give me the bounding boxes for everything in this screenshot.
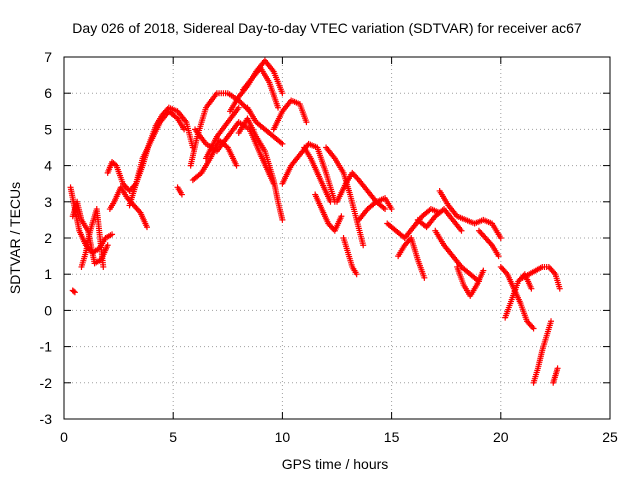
y-tick-label: 4 [44, 158, 52, 174]
data-point [548, 318, 555, 325]
data-point [382, 206, 389, 213]
data-series-arc-4 [69, 287, 78, 296]
data-series-arc-7 [126, 104, 196, 209]
data-series-arc-3 [78, 206, 107, 270]
data-series-arc-34 [519, 263, 563, 292]
data-point [388, 206, 395, 213]
x-axis-label: GPS time / hours [282, 456, 389, 472]
data-series-arc-30 [454, 263, 487, 299]
x-tick-label: 5 [169, 429, 177, 445]
x-tick-label: 20 [493, 429, 509, 445]
data-point [303, 119, 310, 126]
data-series-arc-35 [530, 318, 555, 386]
data-point [338, 213, 345, 220]
chart-title: Day 026 of 2018, Sidereal Day-to-day VTE… [72, 20, 582, 36]
data-series-arc-13 [226, 57, 286, 115]
data-series-arc-23 [340, 235, 360, 278]
x-tick-label: 25 [602, 429, 618, 445]
data-point [241, 102, 248, 109]
data-series-arc-36 [550, 365, 561, 386]
x-tick-label: 10 [275, 429, 291, 445]
x-tick-label: 0 [60, 429, 68, 445]
data-point [421, 274, 428, 281]
y-tick-label: 2 [44, 230, 52, 246]
data-point [233, 162, 240, 169]
y-tick-label: 7 [44, 49, 52, 65]
data-point [279, 90, 286, 97]
data-series-arc-21 [323, 144, 367, 249]
data-point [279, 216, 286, 223]
data-point [275, 104, 282, 111]
data-point [279, 140, 286, 147]
data-series-arc-8 [174, 184, 185, 198]
data-point [70, 288, 77, 295]
data-series-arc-24 [355, 195, 395, 223]
tick-labels: 0 5 10 15 20 25 -3 -2 -1 0 1 2 3 4 5 6 7 [40, 49, 618, 445]
data-point [458, 227, 465, 234]
data-series-arc-9 [187, 90, 253, 169]
data-series-arc-12 [202, 104, 242, 162]
axis-ticks [63, 56, 611, 420]
data-point [100, 263, 107, 270]
data-point [497, 235, 504, 241]
data-point [104, 242, 111, 249]
data-point [71, 289, 78, 296]
x-tick-label: 15 [384, 429, 400, 445]
y-tick-label: 1 [44, 266, 52, 282]
data-series-arc-22 [334, 169, 389, 213]
data-point [109, 231, 116, 238]
data-point [556, 285, 563, 292]
data-point [181, 126, 188, 133]
data-point [235, 104, 242, 111]
data-point [360, 242, 367, 249]
y-tick-label: -1 [40, 339, 53, 355]
data-series-arc-11 [192, 119, 277, 187]
data-point [239, 101, 246, 108]
y-tick-label: 0 [44, 302, 52, 318]
data-point [480, 267, 487, 274]
data-series-arc-16 [244, 104, 286, 147]
data-series-arc-26 [395, 235, 428, 281]
data-series-arc-28 [432, 227, 482, 285]
data-series-arc-15 [235, 115, 286, 223]
data-series-arc-19 [301, 144, 334, 205]
data-point [143, 224, 150, 231]
data-series-arc-31 [475, 227, 502, 260]
y-tick-label: -2 [40, 375, 53, 391]
y-tick-label: 6 [44, 85, 52, 101]
data-point [178, 191, 185, 198]
data-series-arc-25 [384, 206, 443, 241]
y-axis-label: SDTVAR / TECUs [7, 182, 23, 294]
data-series-arc-20 [312, 191, 345, 234]
data-point [238, 100, 245, 107]
y-tick-label: 3 [44, 194, 52, 210]
data-series-arc-27 [414, 206, 465, 234]
data-point [327, 198, 334, 205]
y-tick-label: -3 [40, 411, 53, 427]
data-point [528, 285, 535, 292]
data-points [67, 57, 563, 386]
data-series-arc-29 [436, 187, 504, 241]
data-point [353, 271, 360, 278]
data-point [554, 365, 561, 372]
data-point [530, 325, 537, 332]
data-series-arc-17 [270, 97, 310, 133]
data-series-arc-14 [240, 64, 282, 111]
y-tick-label: 5 [44, 121, 52, 137]
data-point [495, 253, 502, 260]
